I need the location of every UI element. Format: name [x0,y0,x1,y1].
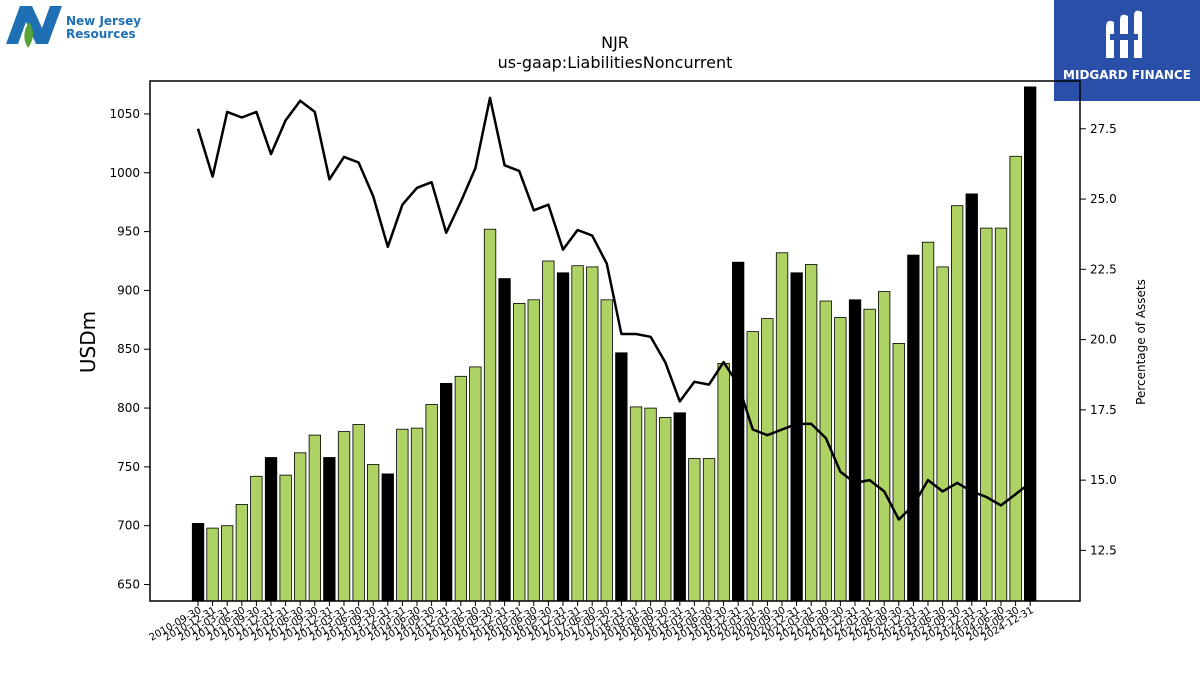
bar-2016-06-30 [527,299,540,602]
percentage-of-assets-line [196,96,1031,521]
bar-2018-12-31 [673,412,686,602]
bar-2014-03-31 [396,428,409,602]
y-tick-label: 1050 [109,107,140,121]
y-tick-label: 800 [117,401,140,415]
chart-subtitle: us-gaap:LiabilitiesNoncurrent [498,53,733,72]
bar-2014-06-30 [410,427,424,602]
midgard-finance-logo: MIDGARD FINANCE [1054,0,1200,101]
bar-2022-12-31 [907,254,920,602]
y-tick-label: 1000 [109,166,140,180]
bar-2023-12-31 [965,193,978,602]
bar-2022-03-31 [863,308,876,602]
bar-2021-12-31 [848,299,862,602]
bar-2011-09-30 [250,475,263,602]
bar-2012-03-31 [279,474,292,602]
bar-2010-12-31 [206,527,219,602]
bar-2017-09-30 [600,299,613,602]
y-tick-label: 850 [117,342,140,356]
bar-2017-06-30 [586,266,599,602]
bar-2022-06-30 [878,291,891,602]
bar-2012-06-30 [293,452,307,602]
bar-2011-06-30 [235,504,249,602]
bar-2024-09-30 [1009,155,1022,602]
midgard-finance-name: MIDGARD FINANCE [1063,68,1191,82]
njr-n-mark-icon [6,6,62,48]
bar-2017-12-31 [615,352,628,602]
y2-tick-label: 20.0 [1090,333,1117,347]
bar-2016-12-31 [556,272,570,602]
bar-2015-06-30 [469,366,482,602]
bar-2023-06-30 [936,266,949,602]
bar-2019-03-31 [688,458,701,602]
bar-2020-06-30 [761,318,774,602]
bar-2019-09-30 [717,362,730,602]
y2-tick-label: 27.5 [1090,122,1117,136]
bar-2019-12-31 [732,261,745,602]
bar-2022-09-30 [892,342,905,602]
y2-tick-label: 25.0 [1090,192,1117,206]
bar-2018-03-31 [629,406,643,602]
bar-2016-09-30 [542,260,555,602]
bar-2018-09-30 [659,417,672,602]
y2-tick-label: 12.5 [1090,543,1117,557]
bar-2020-03-31 [746,331,759,602]
bar-2018-06-30 [644,407,657,602]
bar-2013-12-31 [381,473,394,602]
y-axis: 650 700 750 800 850 900 950 1000 1050 [109,107,150,592]
y2-axis: 12.5 15.0 17.5 20.0 22.5 25.0 27.5 [1080,122,1117,557]
bar-2011-12-31 [264,457,278,602]
bar-2017-03-31 [571,265,584,602]
bar-2015-12-31 [498,278,511,602]
bar-series [191,86,1037,602]
bar-2020-12-31 [790,272,803,602]
line-series [196,96,1031,521]
bar-2014-09-30 [425,404,438,602]
bar-2011-03-31 [220,525,234,602]
bar-2013-06-30 [352,424,365,602]
chart-title: NJR [601,33,629,52]
bar-2013-03-31 [337,431,351,602]
bar-2010-09-30 [191,523,205,602]
bar-2024-06-30 [994,227,1008,602]
bar-2021-06-30 [819,300,832,602]
y2-tick-label: 22.5 [1090,262,1117,276]
logo-line-1: New Jersey [66,14,142,28]
y-tick-label: 900 [117,283,140,297]
bar-2015-09-30 [483,228,497,602]
bar-2013-09-30 [366,464,380,602]
y2-tick-label: 17.5 [1090,403,1117,417]
bar-2014-12-31 [439,382,453,602]
bar-2023-09-30 [951,205,964,602]
bar-2019-06-30 [702,458,716,602]
y2-tick-label: 15.0 [1090,473,1117,487]
bar-2015-03-31 [454,375,468,602]
bar-2021-03-31 [805,264,818,602]
bar-2016-03-31 [513,302,526,602]
new-jersey-resources-logo: New Jersey Resources [6,4,146,50]
x-axis: 2010-09-302010-12-312011-03-312011-06-30… [148,601,1036,644]
y-tick-label: 950 [117,225,140,239]
bar-2023-03-31 [921,241,935,602]
y-axis-label: USDm [76,311,100,373]
y-tick-label: 650 [117,578,140,592]
bar-2012-09-30 [308,434,322,602]
bar-2024-03-31 [980,227,993,602]
bar-2012-12-31 [323,457,336,602]
y2-axis-label: Percentage of Assets [1134,279,1148,405]
y-tick-label: 700 [117,519,140,533]
logo-line-2: Resources [66,27,136,41]
y-tick-label: 750 [117,460,140,474]
plot-frame [149,80,1081,602]
bar-2024-12-31 [1024,86,1037,602]
midgard-mark-icon [1106,10,1142,59]
